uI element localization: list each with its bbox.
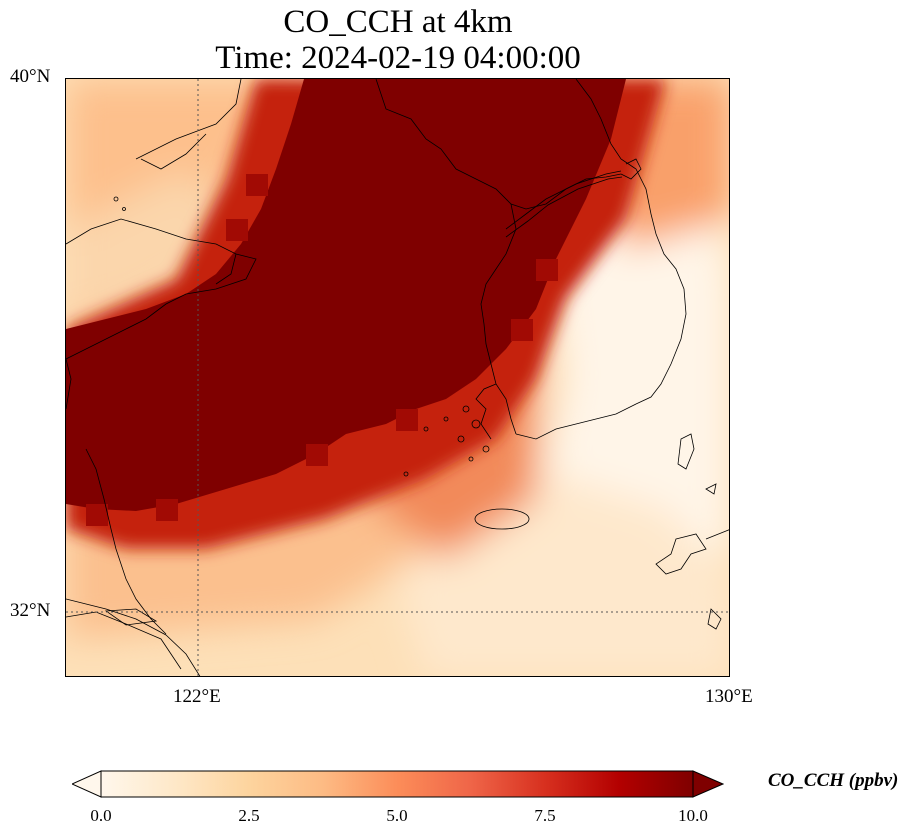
lat-tick-label: 40°N — [10, 66, 51, 87]
colorbar-label: CO_CCH (ppbv) — [768, 770, 899, 791]
lon-tick-label: 130°E — [705, 686, 753, 707]
colorbar-max-extend — [692, 770, 724, 798]
colorbar-tick: 7.5 — [534, 806, 556, 825]
colorbar — [72, 770, 724, 798]
plume-core — [66, 79, 626, 511]
concentration-field — [66, 79, 729, 676]
colorbar-gradient — [100, 770, 694, 798]
coastlines — [66, 79, 729, 676]
colorbar-min-extend — [72, 770, 102, 798]
gridlines — [66, 79, 729, 676]
colorbar-tick: 10.0 — [678, 806, 708, 825]
lat-tick-label: 32°N — [10, 600, 51, 621]
colorbar-tick: 5.0 — [386, 806, 408, 825]
map-subtitle: Time: 2024-02-19 04:00:00 — [215, 40, 581, 76]
lon-tick-label: 122°E — [173, 686, 221, 707]
colorbar-tick: 2.5 — [238, 806, 260, 825]
map-title: CO_CCH at 4km — [283, 4, 513, 40]
colorbar-tick: 0.0 — [90, 806, 112, 825]
map-panel — [65, 78, 730, 677]
